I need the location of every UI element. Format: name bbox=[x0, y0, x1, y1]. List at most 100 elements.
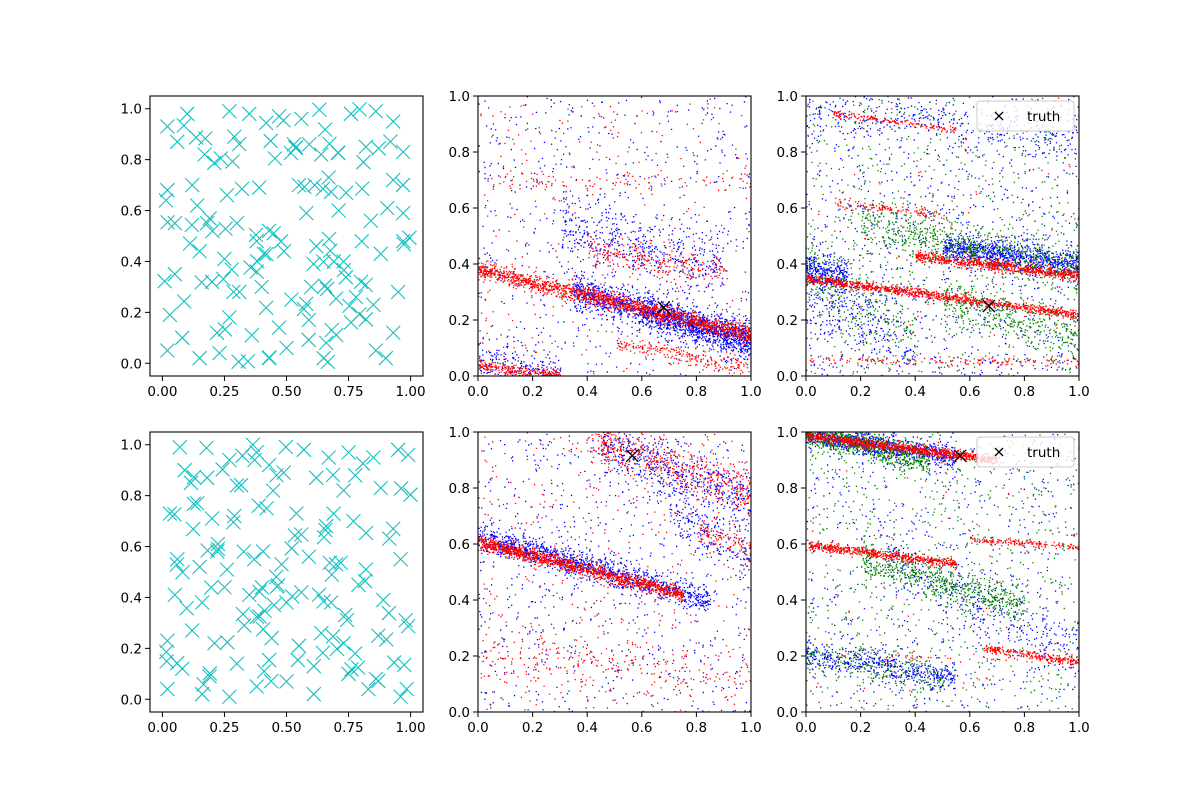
plot-area bbox=[158, 437, 418, 705]
scatter-point bbox=[261, 457, 277, 473]
scatter-point bbox=[197, 147, 212, 162]
scatter-point bbox=[339, 612, 355, 628]
scatter-point bbox=[226, 514, 241, 530]
scatter-point bbox=[284, 541, 300, 556]
scatter-point bbox=[291, 638, 307, 654]
scatter-point bbox=[252, 584, 268, 600]
scatter-point bbox=[328, 556, 344, 572]
scatter-point bbox=[294, 584, 309, 600]
scatter-point bbox=[184, 177, 200, 193]
x-tick-label: 0.2 bbox=[850, 384, 871, 400]
scatter-point bbox=[251, 498, 267, 514]
scatter-point bbox=[294, 111, 309, 127]
scatter-point bbox=[308, 470, 324, 486]
legend-label: truth bbox=[1027, 445, 1060, 461]
scatter-point bbox=[254, 580, 270, 595]
scatter-point bbox=[159, 653, 175, 669]
x-tick-label: 1.00 bbox=[396, 384, 426, 400]
scatter-point bbox=[205, 223, 220, 239]
scatter-point bbox=[383, 134, 398, 150]
scatter-point bbox=[353, 274, 369, 290]
y-tick-label: 0.6 bbox=[777, 201, 798, 217]
scatter-point bbox=[251, 180, 267, 196]
scatter-point bbox=[271, 320, 287, 336]
scatter-point bbox=[222, 452, 237, 468]
scatter-point bbox=[301, 549, 317, 565]
scatter-point bbox=[351, 577, 366, 593]
y-tick-label: 1.0 bbox=[449, 89, 470, 105]
scatter-point bbox=[175, 564, 190, 580]
scatter-point bbox=[194, 686, 210, 702]
series-points bbox=[478, 96, 751, 376]
scatter-point bbox=[159, 182, 175, 198]
scatter-point bbox=[390, 442, 406, 458]
scatter-point bbox=[338, 185, 354, 201]
scatter-point bbox=[354, 233, 370, 249]
series-blue bbox=[806, 96, 1079, 376]
scatter-point bbox=[385, 521, 401, 537]
scatter-point bbox=[169, 655, 185, 671]
scatter-point bbox=[213, 151, 229, 166]
x-tick-label: 0.6 bbox=[959, 720, 980, 736]
scatter-point bbox=[158, 193, 174, 208]
scatter-point bbox=[159, 681, 175, 697]
x-tick-label: 0.6 bbox=[631, 720, 652, 736]
scatter-point bbox=[396, 657, 412, 673]
scatter-point bbox=[179, 106, 195, 122]
scatter-point bbox=[379, 200, 395, 216]
series-red bbox=[806, 97, 1079, 373]
x-tick-label: 0.8 bbox=[686, 720, 707, 736]
scatter-point bbox=[261, 223, 277, 239]
scatter-point bbox=[241, 587, 257, 603]
x-tick-label: 0.6 bbox=[959, 384, 980, 400]
x-tick-label: 1.0 bbox=[1068, 720, 1089, 736]
scatter-point bbox=[322, 243, 338, 259]
x-tick-label: 0.0 bbox=[467, 720, 488, 736]
scatter-point bbox=[336, 483, 351, 498]
scatter-point bbox=[254, 279, 270, 295]
scatter-point bbox=[234, 181, 250, 197]
scatter-point bbox=[226, 284, 241, 300]
scatter-point bbox=[331, 203, 347, 218]
scatter-point bbox=[159, 343, 175, 358]
scatter-point bbox=[346, 513, 361, 529]
scatter-point bbox=[313, 625, 329, 641]
scatter-point bbox=[320, 354, 336, 370]
scatter-point bbox=[256, 246, 272, 262]
y-tick-label: 0.4 bbox=[777, 257, 798, 273]
scatter-point bbox=[386, 655, 402, 670]
scatter-point bbox=[229, 478, 245, 493]
scatter-point bbox=[317, 522, 333, 538]
series-points bbox=[806, 96, 1079, 376]
x-tick-label: 0.4 bbox=[576, 384, 597, 400]
y-tick-label: 0.0 bbox=[121, 692, 142, 708]
y-tick-label: 0.6 bbox=[449, 201, 470, 217]
scatter-point bbox=[225, 154, 240, 169]
scatter-point bbox=[167, 266, 183, 282]
scatter-point bbox=[358, 311, 374, 327]
scatter-point bbox=[385, 172, 401, 188]
scatter-point bbox=[192, 243, 208, 259]
x-tick-label: 0.8 bbox=[1014, 384, 1035, 400]
scatter-point bbox=[219, 634, 235, 650]
scatter-point bbox=[192, 559, 208, 575]
scatter-point bbox=[399, 681, 415, 697]
scatter-point bbox=[317, 122, 333, 137]
scatter-point bbox=[209, 544, 225, 559]
y-tick-label: 0.2 bbox=[449, 649, 470, 665]
scatter-point bbox=[348, 289, 364, 305]
plot-area bbox=[478, 96, 751, 376]
scatter-point bbox=[356, 154, 371, 170]
scatter-point bbox=[296, 301, 312, 317]
scatter-point bbox=[373, 480, 389, 496]
scatter-point bbox=[243, 260, 259, 275]
y-tick-label: 1.0 bbox=[777, 89, 798, 105]
scatter-point bbox=[385, 325, 401, 341]
scatter-point bbox=[267, 151, 283, 166]
panel-bottom-middle: 0.0 0.2 0.4 0.6 0.8 1.0 0.0 0.2 0.4 0.6 0.8 1.0 bbox=[449, 425, 762, 736]
scatter-point bbox=[329, 641, 345, 657]
scatter-point bbox=[255, 544, 271, 559]
scatter-point bbox=[336, 635, 351, 651]
scatter-point bbox=[194, 595, 210, 610]
scatter-point bbox=[343, 106, 359, 122]
